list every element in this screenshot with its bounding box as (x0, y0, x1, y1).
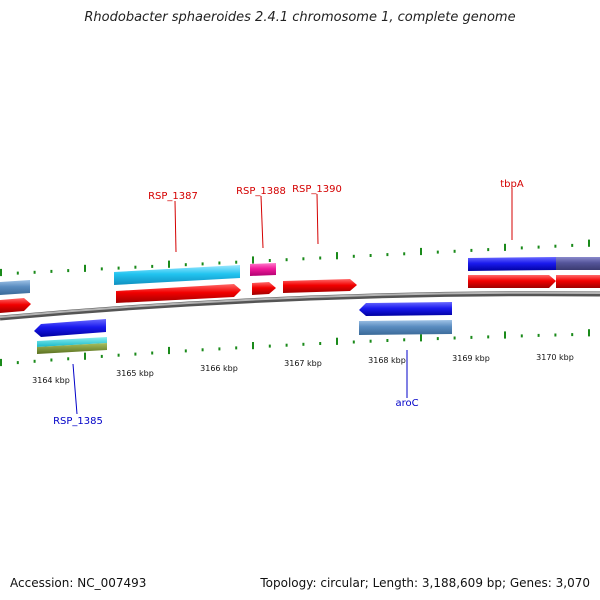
gene-label-tbpa[interactable]: tbpA (500, 179, 524, 190)
gene-label-rsp1388[interactable]: RSP_1388 (236, 186, 286, 197)
forward-tick-marks (0, 239, 590, 277)
gene-feature[interactable] (250, 263, 276, 276)
gene-arrow[interactable] (252, 282, 276, 295)
tick-label: 3167 kbp (284, 359, 322, 368)
reverse-tick-marks (0, 329, 590, 367)
gene-feature[interactable] (37, 337, 107, 347)
gene-arrow[interactable] (556, 275, 600, 288)
tick-label: 3165 kbp (116, 369, 154, 378)
tick-label: 3168 kbp (368, 356, 406, 365)
axis-tick-labels: 3164 kbp 3165 kbp 3166 kbp 3167 kbp 3168… (32, 353, 574, 385)
accession-text: Accession: NC_007493 (10, 576, 147, 590)
leader-line (260, 195, 264, 249)
gene-feature[interactable] (37, 343, 107, 354)
gene-label-rsp1390[interactable]: RSP_1390 (292, 184, 342, 195)
tick-label: 3164 kbp (32, 376, 70, 385)
leader-line (174, 200, 177, 253)
gene-arrow[interactable] (34, 319, 106, 337)
gene-arrow[interactable] (283, 279, 357, 293)
gene-feature[interactable] (468, 257, 556, 271)
tick-label: 3169 kbp (452, 354, 490, 363)
gene-arrow[interactable] (116, 284, 241, 303)
leader-line (72, 363, 78, 415)
gene-arrow[interactable] (359, 302, 452, 316)
gene-label-rsp1385[interactable]: RSP_1385 (53, 416, 103, 427)
gene-feature[interactable] (0, 280, 30, 295)
map-title: Rhodobacter sphaeroides 2.4.1 chromosome… (84, 10, 516, 25)
gene-feature[interactable] (556, 257, 600, 270)
genome-backbone (0, 291, 600, 321)
leader-line (316, 193, 319, 245)
gene-label-rsp1387[interactable]: RSP_1387 (148, 191, 198, 202)
gene-feature[interactable] (114, 265, 240, 285)
gene-label-aroc[interactable]: aroC (395, 398, 418, 409)
topology-text: Topology: circular; Length: 3,188,609 bp… (260, 576, 590, 590)
gene-arrow[interactable] (468, 275, 556, 288)
gene-feature[interactable] (359, 320, 452, 335)
gene-arrow[interactable] (0, 298, 31, 313)
tick-label: 3166 kbp (200, 364, 238, 373)
tick-label: 3170 kbp (536, 353, 574, 362)
